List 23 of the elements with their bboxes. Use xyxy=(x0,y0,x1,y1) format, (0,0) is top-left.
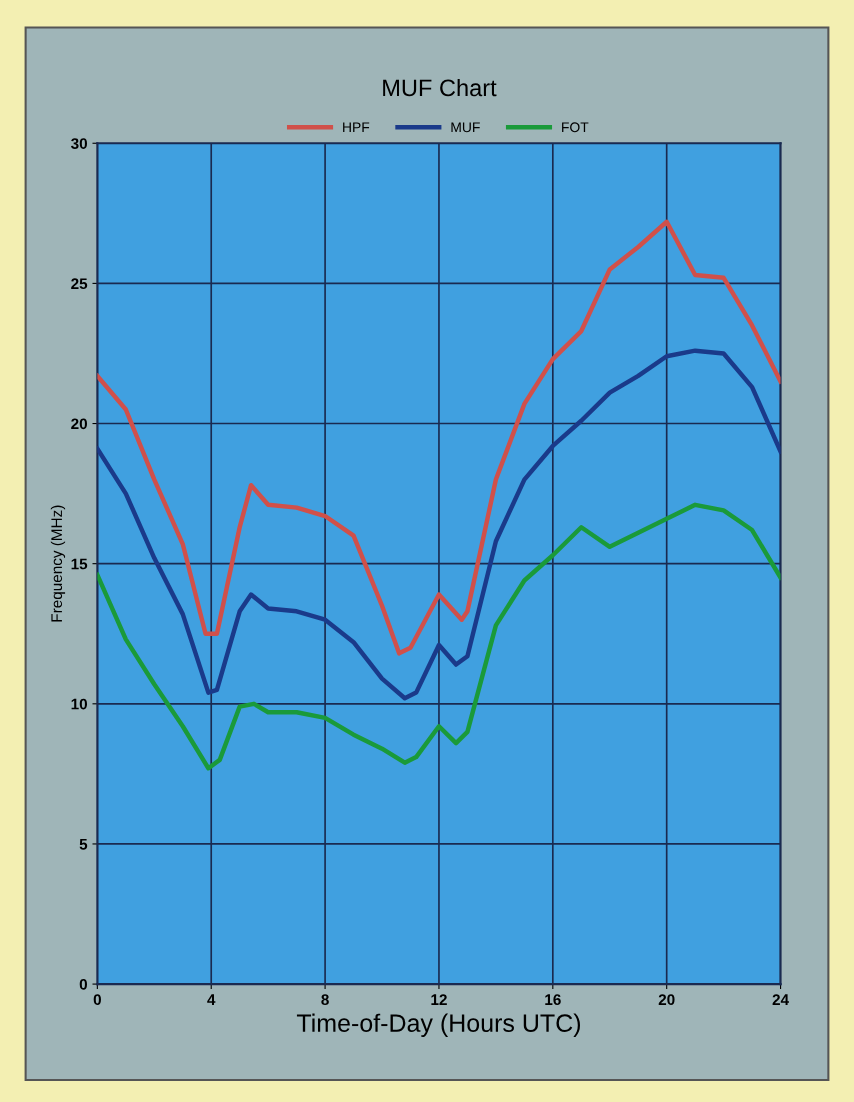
line-series xyxy=(97,219,781,656)
y-tick-label: 30 xyxy=(70,138,88,149)
x-tick-label: 4 xyxy=(207,994,216,1005)
line-series xyxy=(97,502,781,771)
line-series xyxy=(97,348,781,701)
legend-label: HPF xyxy=(343,122,370,133)
y-axis-title: Frequency (MHz) xyxy=(50,505,66,622)
legend-label: FOT xyxy=(562,122,589,133)
x-tick-label: 24 xyxy=(772,994,789,1005)
y-tick-label: 15 xyxy=(71,558,88,570)
y-tick-label: 20 xyxy=(71,418,88,430)
y-tick-label: 0 xyxy=(79,978,88,990)
y-tick-label: 25 xyxy=(71,278,88,290)
x-axis-title: Time-of-Day (Hours UTC) xyxy=(296,1013,580,1037)
x-tick-label: 20 xyxy=(658,994,675,1006)
x-tick-label: 8 xyxy=(321,994,329,1006)
y-tick-label: 5 xyxy=(79,838,88,850)
y-tick-label: 10 xyxy=(71,698,88,710)
x-tick-label: 0 xyxy=(93,994,101,1006)
legend-label: MUF xyxy=(451,122,480,133)
x-tick-label: 12 xyxy=(431,994,447,1005)
chart-title: MUF Chart xyxy=(383,78,497,97)
x-tick-label: 16 xyxy=(545,994,561,1006)
